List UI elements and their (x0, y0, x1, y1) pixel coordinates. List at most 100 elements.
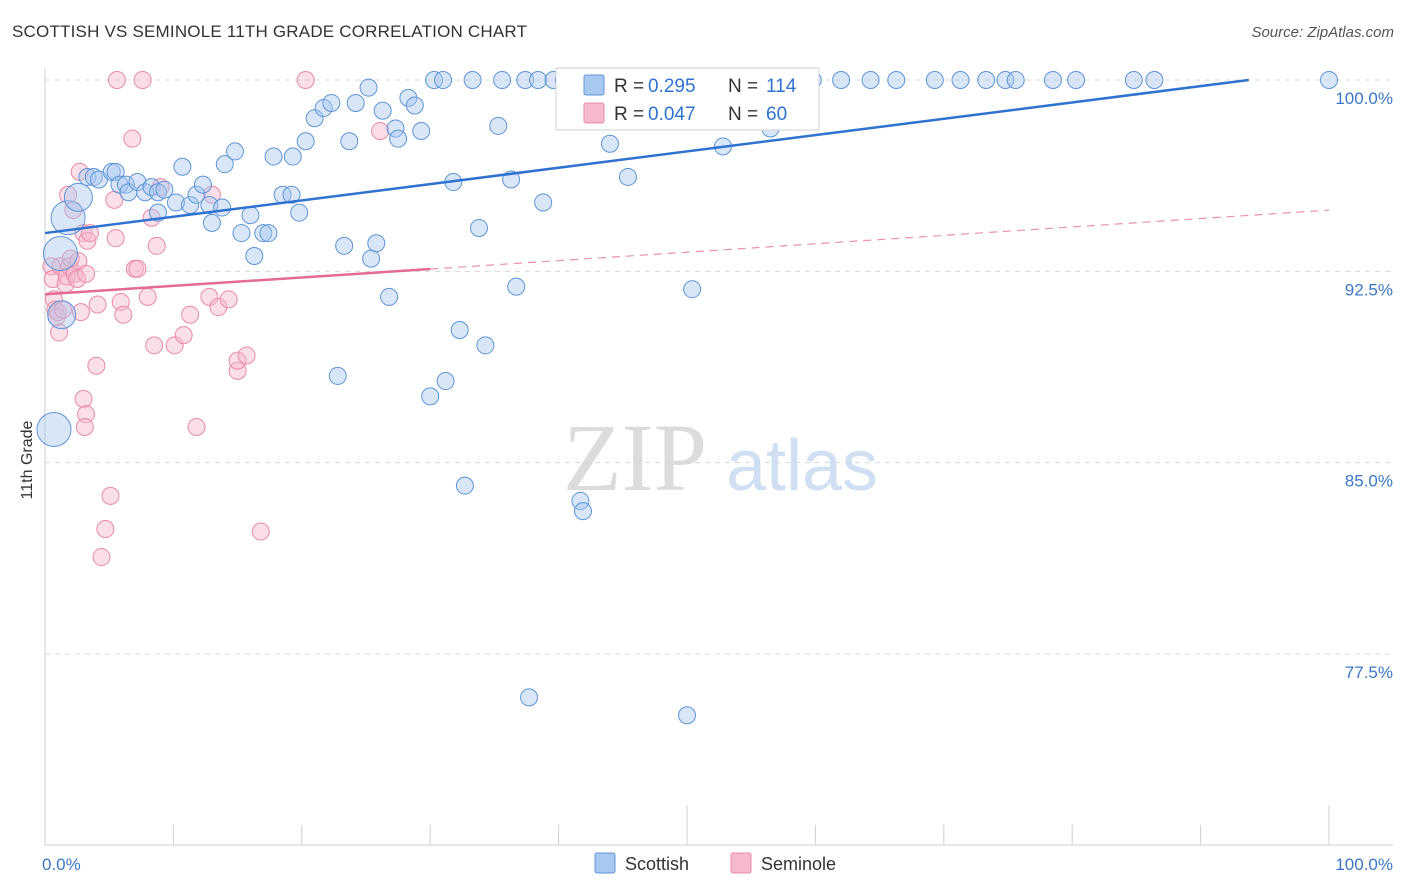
legend-bottom-scottish-swatch[interactable] (594, 852, 616, 874)
seminole-point (228, 361, 247, 380)
scottish-point (832, 71, 851, 89)
seminole-point (138, 287, 157, 306)
seminole-point (68, 269, 87, 288)
legend-seminole-n-label: N = (728, 104, 758, 125)
y-tick-label: 77.5% (1345, 663, 1393, 682)
scottish-points (36, 71, 1338, 725)
scottish-point (405, 96, 424, 115)
scottish-point (282, 185, 301, 204)
seminole-point (296, 71, 315, 89)
chart-title: SCOTTISH VS SEMINOLE 11TH GRADE CORRELAT… (12, 22, 528, 41)
scottish-point (1067, 71, 1086, 89)
legend-seminole-n-value: 60 (766, 104, 787, 125)
seminole-point (107, 71, 126, 89)
watermark: ZIP atlas (563, 404, 878, 511)
legend-bottom-seminole-label[interactable]: Seminole (761, 854, 836, 874)
scottish-point (489, 116, 508, 135)
scottish-point (335, 236, 354, 255)
x-tick-label: 100.0% (1335, 855, 1393, 874)
scottish-point (340, 132, 359, 151)
scottish-point (226, 142, 245, 161)
seminole-point (202, 185, 221, 204)
scottish-point (63, 182, 93, 212)
scottish-point (359, 78, 378, 97)
tick-labels: 100.0% 92.5% 85.0% 77.5% 0.0% 100.0% (42, 89, 1393, 874)
seminole-point (88, 295, 107, 314)
scottish-point (436, 372, 455, 391)
seminole-point (165, 336, 184, 355)
correlation-legend: R = 0.295 N = 114 R = 0.047 N = 60 (555, 67, 820, 131)
scottish-point (421, 387, 440, 406)
axes (44, 68, 1393, 846)
y-tick-label: 100.0% (1335, 89, 1393, 108)
seminole-point (174, 326, 193, 345)
scottish-point (493, 71, 512, 89)
scottish-point (367, 234, 386, 253)
seminole-point (200, 287, 219, 306)
seminole-point (114, 305, 133, 324)
scottish-point (128, 173, 147, 192)
y-tick-label: 85.0% (1345, 472, 1393, 491)
scottish-point (412, 122, 431, 141)
scottish-point (399, 88, 418, 107)
scottish-point (618, 167, 637, 186)
legend-bottom-seminole-swatch[interactable] (730, 852, 752, 874)
scottish-point (193, 175, 212, 194)
seminole-point (48, 303, 67, 322)
scottish-point (166, 193, 185, 212)
scottish-point (373, 101, 392, 120)
seminole-point (237, 346, 256, 365)
scottish-point (245, 247, 264, 266)
legend-scottish-r-label: R = (614, 76, 644, 97)
scottish-point (50, 200, 86, 236)
scottish-point (529, 71, 548, 89)
scottish-point (155, 180, 174, 199)
watermark-atlas: atlas (726, 426, 878, 506)
scottish-point (1320, 71, 1338, 89)
series-legend: Scottish Seminole (594, 852, 836, 874)
scottish-point (259, 224, 278, 243)
scottish-point (36, 412, 72, 448)
scottish-point (283, 147, 302, 166)
scottish-point (1043, 71, 1062, 89)
scottish-point (202, 213, 221, 232)
scottish-point (241, 206, 260, 225)
scottish-point (362, 249, 381, 268)
legend-bottom-scottish-label[interactable]: Scottish (625, 854, 689, 874)
scottish-point (534, 193, 553, 212)
scottish-point (463, 71, 482, 89)
seminole-point (209, 298, 228, 317)
scottish-point (977, 71, 996, 89)
scottish-point (389, 129, 408, 148)
seminole-points (42, 71, 390, 567)
scottish-point (469, 218, 488, 237)
scottish-point (516, 71, 535, 89)
legend-scottish-n-label: N = (728, 76, 758, 97)
seminole-point (187, 417, 206, 436)
scottish-point (951, 71, 970, 89)
scottish-point (290, 203, 309, 222)
scottish-point (887, 71, 906, 89)
scottish-point (1006, 71, 1025, 89)
trend-lines (44, 78, 1330, 296)
grid-lines (45, 79, 1393, 655)
scottish-point (455, 476, 474, 495)
scottish-point (683, 280, 702, 299)
scottish-point (328, 366, 347, 385)
scottish-point (520, 688, 539, 707)
scottish-point (187, 185, 206, 204)
seminole-point (181, 305, 200, 324)
scottish-point (346, 93, 365, 112)
seminole-point (74, 389, 93, 408)
x-tick-label: 0.0% (42, 855, 81, 874)
scottish-point (213, 198, 232, 217)
seminole-point (92, 548, 111, 567)
scottish-point (42, 235, 78, 271)
scottish-point (296, 132, 315, 151)
scottish-point (47, 300, 77, 330)
scottish-point (507, 277, 526, 296)
scottish-point (434, 71, 453, 89)
watermark-zip: ZIP (563, 404, 707, 511)
legend-scottish-n-value: 114 (766, 76, 797, 97)
